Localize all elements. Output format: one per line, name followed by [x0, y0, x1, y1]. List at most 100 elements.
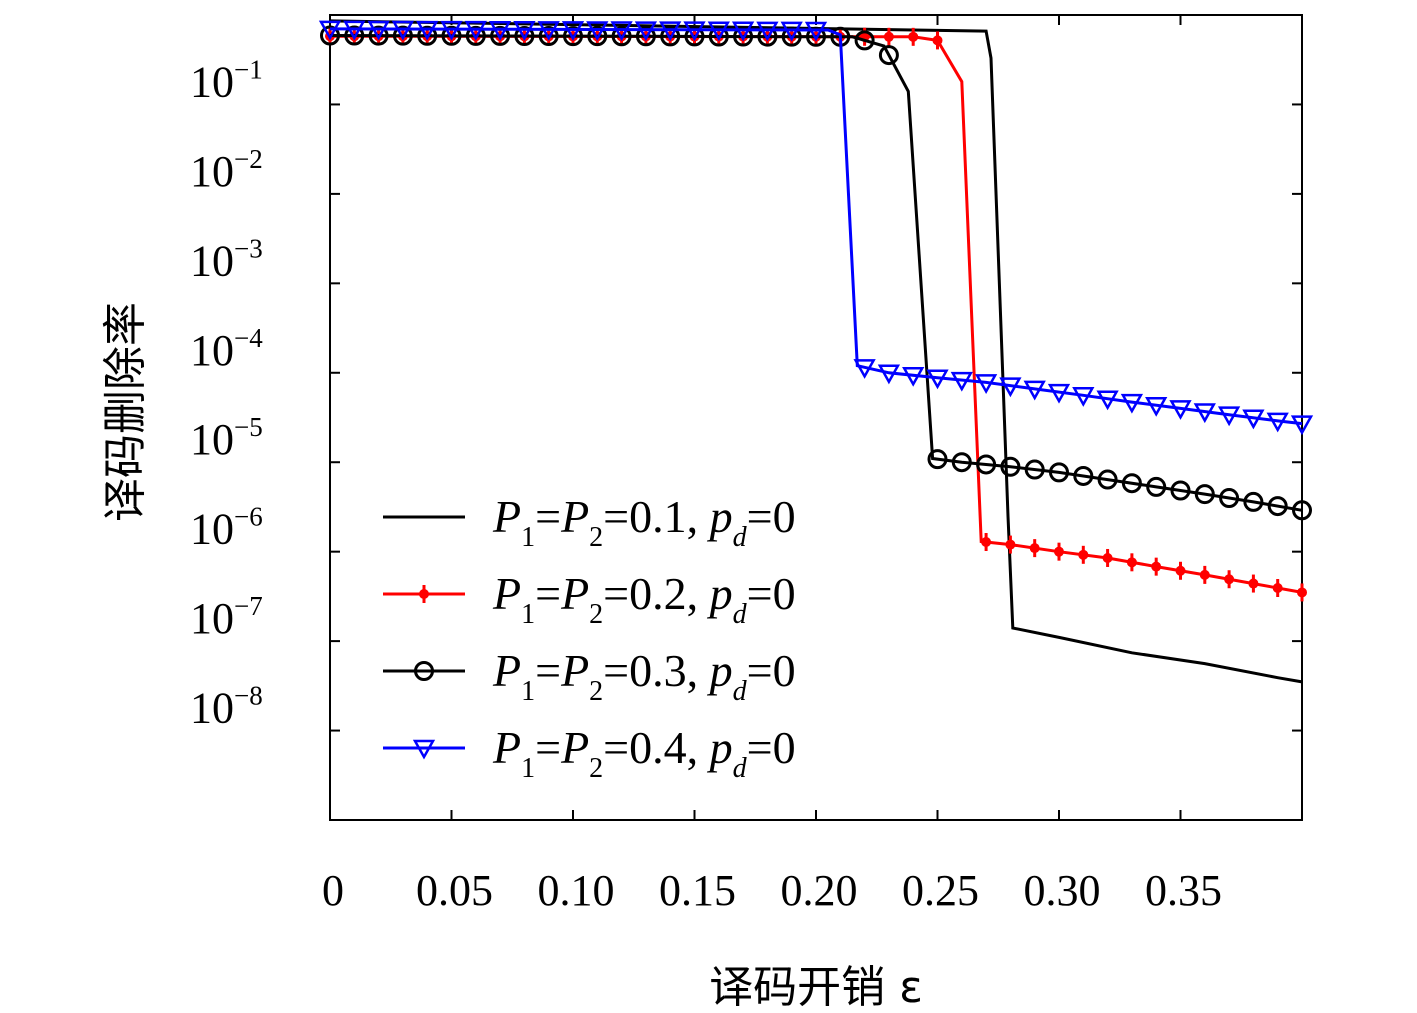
data-point — [1096, 390, 1119, 411]
data-point — [441, 25, 462, 46]
data-point — [635, 26, 656, 47]
data-point — [932, 35, 943, 46]
data-point — [344, 25, 365, 46]
data-point — [1266, 412, 1289, 433]
y-tick-label: 10−3 — [190, 233, 263, 285]
data-point — [1146, 476, 1167, 497]
x-tick-label: 0.05 — [416, 866, 493, 915]
data-point — [854, 30, 875, 51]
data-point — [707, 21, 730, 42]
data-point — [976, 454, 997, 475]
data-point — [951, 452, 972, 473]
y-tick-label: 10−8 — [190, 681, 263, 733]
x-tick-label: 0.10 — [538, 866, 615, 915]
data-point — [1193, 403, 1216, 424]
data-point — [781, 26, 802, 47]
data-point — [1290, 415, 1314, 436]
data-point — [1078, 549, 1089, 560]
data-point — [488, 20, 512, 41]
data-point — [391, 20, 415, 41]
data-point — [367, 20, 390, 41]
data-point — [586, 21, 609, 42]
data-point — [465, 25, 486, 46]
data-point — [902, 367, 925, 387]
data-point — [1054, 546, 1064, 557]
data-point — [974, 374, 998, 394]
data-point — [611, 26, 632, 47]
legend-label: P1=P2=0.2, pd=0 — [492, 568, 796, 630]
data-point — [1072, 387, 1095, 407]
x-axis: 0 0.05 0.10 0.15 0.20 0.25 0.30 0.35 — [322, 15, 1222, 915]
series-4 — [318, 20, 1314, 436]
data-point — [1121, 473, 1142, 494]
legend-entry-2: P1=P2=0.2, pd=0 — [383, 568, 796, 630]
data-point — [1292, 500, 1312, 521]
data-point — [1267, 496, 1288, 517]
y-tick-label: 10−5 — [190, 412, 263, 464]
data-point — [926, 369, 949, 390]
data-point — [659, 21, 682, 42]
data-point — [1219, 488, 1240, 509]
data-point — [883, 31, 894, 42]
data-point — [1049, 462, 1069, 483]
data-point — [392, 25, 413, 46]
data-point — [513, 21, 536, 41]
x-tick-label: 0.30 — [1024, 866, 1101, 915]
data-point — [320, 25, 340, 46]
data-point — [1097, 469, 1118, 490]
data-point — [464, 20, 487, 41]
y-tick-label: 10−4 — [190, 323, 263, 375]
y-tick-label: 10−7 — [190, 591, 263, 643]
legend-entry-4: P1=P2=0.4, pd=0 — [383, 722, 796, 784]
data-point — [610, 21, 633, 42]
data-point — [1047, 383, 1071, 404]
data-point — [1170, 480, 1191, 501]
data-point — [1272, 583, 1283, 594]
series-line — [329, 19, 1303, 684]
data-point — [733, 26, 754, 47]
data-point — [1217, 406, 1241, 427]
data-point — [660, 26, 681, 47]
data-point — [927, 449, 948, 470]
data-point — [908, 31, 919, 42]
data-point — [950, 371, 973, 392]
data-point — [1000, 456, 1021, 477]
data-point — [318, 20, 342, 41]
data-point — [999, 377, 1022, 398]
series-group — [318, 19, 1314, 684]
data-point — [368, 25, 389, 46]
data-point — [1242, 409, 1265, 430]
data-point — [343, 20, 366, 41]
y-tick-label: 10−2 — [190, 144, 263, 196]
data-point — [1120, 393, 1144, 414]
plot-area — [329, 14, 1303, 821]
data-point — [414, 661, 434, 681]
legend-entry-3: P1=P2=0.3, pd=0 — [383, 645, 796, 707]
data-point — [757, 26, 778, 47]
y-axis-title: 译码删除率 — [100, 302, 151, 522]
data-point — [440, 20, 463, 41]
data-point — [587, 26, 608, 47]
data-point — [1297, 587, 1307, 598]
x-tick-label: 0.25 — [902, 866, 979, 915]
legend-label: P1=P2=0.1, pd=0 — [492, 491, 796, 553]
y-tick-label: 10−1 — [190, 54, 263, 106]
data-point — [877, 364, 901, 385]
data-point — [684, 26, 705, 47]
x-tick-label: 0.20 — [781, 866, 858, 915]
data-point — [1126, 557, 1137, 568]
data-point — [1073, 465, 1094, 486]
data-point — [417, 25, 438, 46]
data-point — [756, 21, 779, 42]
data-point — [537, 21, 560, 41]
legend-label: P1=P2=0.4, pd=0 — [492, 722, 796, 784]
data-point — [1024, 459, 1045, 480]
data-point — [1151, 561, 1162, 572]
data-point — [1194, 484, 1215, 505]
legend-label: P1=P2=0.3, pd=0 — [492, 645, 796, 707]
series-3 — [320, 25, 1312, 521]
x-tick-label: 0.15 — [659, 866, 736, 915]
data-point — [1029, 543, 1040, 554]
data-point — [708, 26, 729, 47]
data-point — [538, 26, 559, 47]
